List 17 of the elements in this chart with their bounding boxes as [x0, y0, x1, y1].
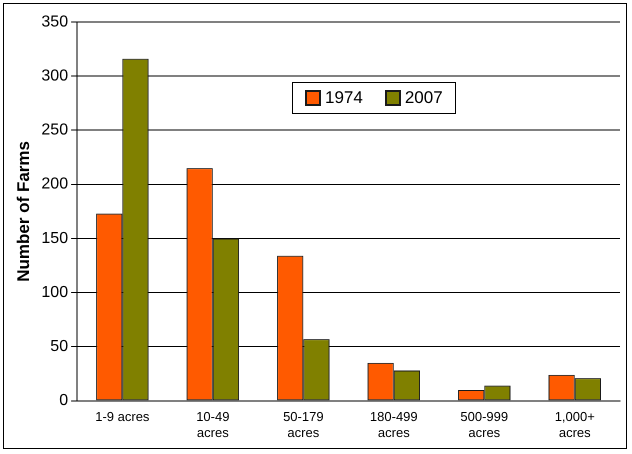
y-axis-title: Number of Farms [14, 141, 33, 282]
y-tick-label: 200 [41, 176, 68, 193]
x-tick-label: 10-49 acres [196, 409, 230, 440]
x-tick-label: 180-499 acres [370, 409, 418, 440]
y-tick-label: 300 [41, 68, 68, 85]
legend-label: 1974 [325, 88, 363, 108]
y-tick-label: 100 [41, 284, 68, 301]
y-tick-label: 50 [50, 338, 68, 356]
x-tick-label: 500-999 acres [460, 409, 508, 440]
x-tick-label: 1,000+ acres [554, 409, 595, 440]
x-tick-label: 1-9 acres [95, 409, 150, 424]
x-tick-label: 50-179 acres [283, 409, 324, 440]
y-tick-label: 150 [41, 230, 68, 247]
y-tick-label: 350 [41, 13, 68, 30]
legend-label: 2007 [404, 88, 443, 108]
y-tick-label: 250 [41, 122, 68, 139]
y-tick-label: 0 [59, 392, 68, 410]
